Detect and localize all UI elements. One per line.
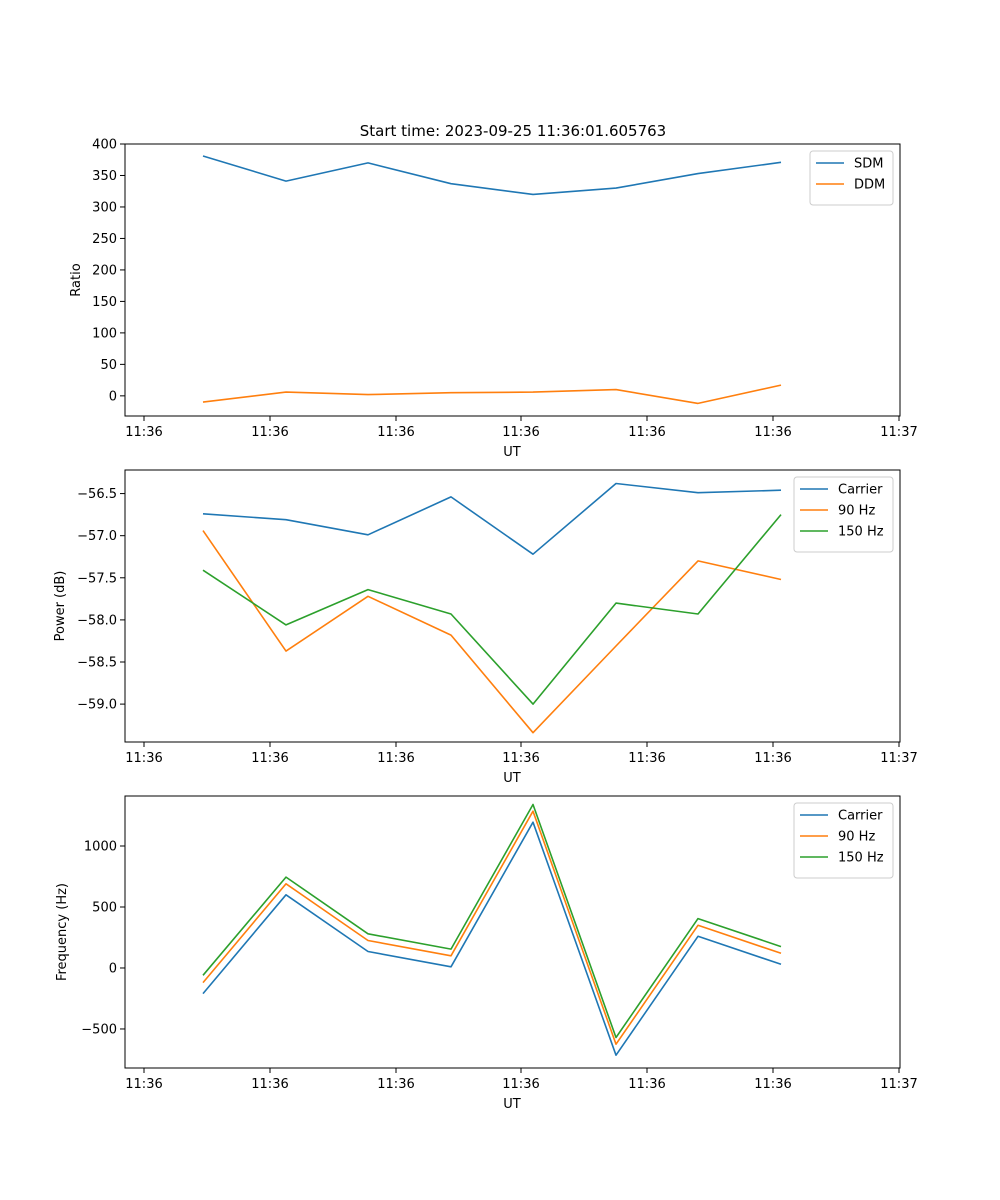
ratio-legend: SDM DDM	[809, 150, 894, 206]
power-x-tick-label: 11:37	[880, 751, 917, 766]
frequency-x-tick-label: 11:36	[628, 1077, 665, 1092]
frequency-x-tick-label: 11:36	[754, 1077, 791, 1092]
ratio-y-axis-label: Ratio	[69, 263, 84, 296]
ratio-x-tick-label: 11:36	[754, 425, 791, 440]
power-y-tick-label: −58.0	[77, 613, 117, 628]
frequency-x-tick-label: 11:36	[125, 1077, 162, 1092]
power-x-tick-label: 11:36	[125, 751, 162, 766]
ratio-x-tick-label: 11:36	[377, 425, 414, 440]
frequency-y-tick-label: 1000	[84, 840, 117, 855]
power-x-tick-label: 11:36	[251, 751, 288, 766]
ratio-x-tick-label: 11:36	[251, 425, 288, 440]
power-x-tick-label: 11:36	[502, 751, 539, 766]
power-series-line-150-hz	[202, 514, 782, 705]
ratio-y-tick-label: 50	[100, 358, 117, 373]
power-x-tick-label: 11:36	[628, 751, 665, 766]
panel-power: 11:36 11:36 11:36 11:36 11:36 11:36 11:37 −59.0…	[53, 469, 918, 786]
power-y-tick-label: −56.5	[77, 487, 117, 502]
power-x-tick-label: 11:36	[754, 751, 791, 766]
ratio-x-tick-label: 11:36	[502, 425, 539, 440]
frequency-y-tick-label: 0	[109, 961, 117, 976]
ratio-x-axis-label: UT	[503, 445, 521, 460]
frequency-ticks: 11:36 11:36 11:36 11:36 11:36 11:36 11:37 −500 0…	[81, 840, 917, 1092]
ratio-ticks: 11:36 11:36 11:36 11:36 11:36 11:36 11:37 0 50 10…	[92, 138, 918, 441]
frequency-series-line-150-hz	[202, 803, 782, 1039]
frequency-x-tick-label: 11:36	[251, 1077, 288, 1092]
ratio-y-tick-label: 100	[92, 326, 117, 341]
frequency-legend-label-150-hz: 150 Hz	[838, 851, 884, 866]
ratio-legend-label-sdm: SDM	[854, 157, 883, 172]
frequency-legend: Carrier 90 Hz 150 Hz	[793, 802, 894, 879]
ratio-series-line-sdm	[202, 155, 782, 196]
frequency-x-axis-label: UT	[503, 1097, 521, 1112]
frequency-series-line-90-hz	[202, 810, 782, 1045]
frequency-y-tick-label: −500	[81, 1022, 117, 1037]
ratio-y-tick-label: 400	[92, 138, 117, 153]
power-legend: Carrier 90 Hz 150 Hz	[793, 476, 894, 553]
frequency-plot-frame	[124, 795, 901, 1069]
power-series	[202, 482, 782, 734]
ratio-legend-label-ddm: DDM	[854, 178, 885, 193]
frequency-y-tick-label: 500	[92, 900, 117, 915]
frequency-x-tick-label: 11:36	[502, 1077, 539, 1092]
power-y-tick-label: −58.5	[77, 656, 117, 671]
power-x-tick-label: 11:36	[377, 751, 414, 766]
ratio-plot-frame	[124, 143, 901, 417]
power-series-line-90-hz	[202, 530, 782, 734]
ratio-x-tick-label: 11:36	[628, 425, 665, 440]
power-legend-label-150-hz: 150 Hz	[838, 525, 884, 540]
power-legend-label-carrier: Carrier	[838, 483, 883, 498]
ratio-y-tick-label: 300	[92, 200, 117, 215]
frequency-x-tick-label: 11:37	[880, 1077, 917, 1092]
power-y-axis-label: Power (dB)	[53, 571, 68, 642]
frequency-x-tick-label: 11:36	[377, 1077, 414, 1092]
ratio-series	[202, 155, 782, 405]
ratio-y-tick-label: 200	[92, 263, 117, 278]
frequency-legend-box	[793, 802, 894, 879]
power-series-line-carrier	[202, 482, 782, 556]
power-y-tick-label: −59.0	[77, 698, 117, 713]
frequency-legend-label-carrier: Carrier	[838, 809, 883, 824]
power-ticks: 11:36 11:36 11:36 11:36 11:36 11:36 11:37 −59.0…	[77, 487, 918, 766]
ratio-series-line-ddm	[202, 384, 782, 405]
ratio-y-tick-label: 0	[109, 389, 117, 404]
ratio-x-tick-label: 11:36	[125, 425, 162, 440]
frequency-legend-label-90-hz: 90 Hz	[838, 830, 875, 845]
power-legend-box	[793, 476, 894, 553]
panel-frequency: 11:36 11:36 11:36 11:36 11:36 11:36 11:37 −500 0…	[55, 795, 918, 1112]
frequency-y-axis-label: Frequency (Hz)	[55, 883, 70, 981]
ratio-y-tick-label: 250	[92, 232, 117, 247]
frequency-series-line-carrier	[202, 821, 782, 1056]
power-legend-label-90-hz: 90 Hz	[838, 504, 875, 519]
ratio-y-tick-label: 150	[92, 295, 117, 310]
power-y-tick-label: −57.5	[77, 571, 117, 586]
power-y-tick-label: −57.0	[77, 529, 117, 544]
ratio-legend-box	[809, 150, 894, 206]
ratio-y-tick-label: 350	[92, 169, 117, 184]
ratio-x-tick-label: 11:37	[880, 425, 917, 440]
frequency-series	[202, 803, 782, 1056]
power-x-axis-label: UT	[503, 771, 521, 786]
power-plot-frame	[124, 469, 901, 743]
panel-ratio: 11:36 11:36 11:36 11:36 11:36 11:36 11:37 0 50 10…	[69, 138, 918, 461]
figure-title: Start time: 2023-09-25 11:36:01.605763	[360, 122, 666, 140]
